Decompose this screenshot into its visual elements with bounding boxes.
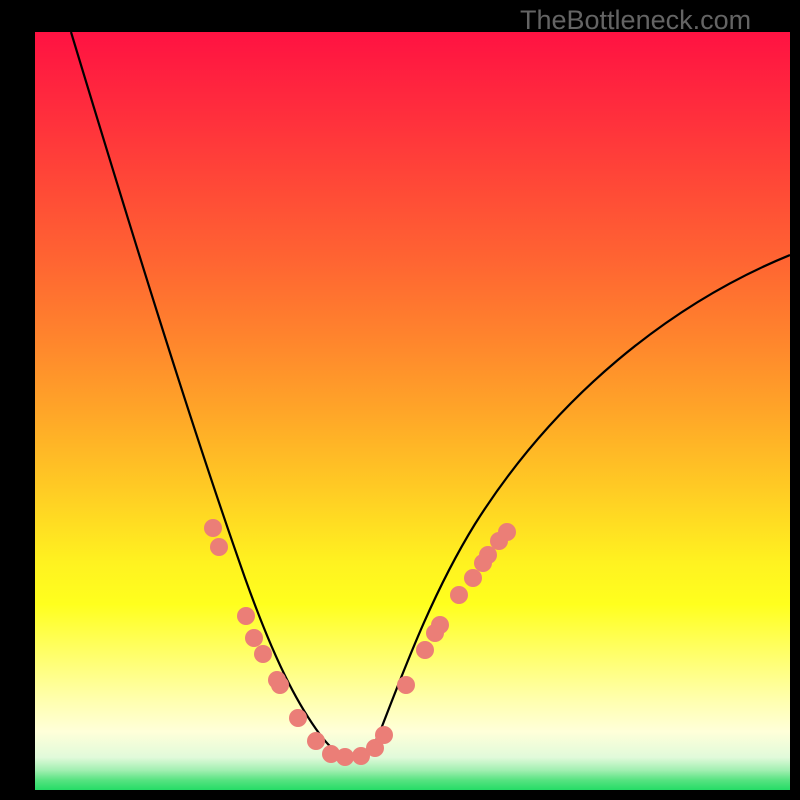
data-point (375, 726, 393, 744)
watermark-text: TheBottleneck.com (520, 5, 751, 36)
bottleneck-curve (35, 32, 790, 790)
data-point (237, 607, 255, 625)
data-point (416, 641, 434, 659)
data-point (289, 709, 307, 727)
data-point (307, 732, 325, 750)
data-point (336, 748, 354, 766)
chart-frame: TheBottleneck.com (0, 0, 800, 800)
data-point (254, 645, 272, 663)
plot-area (35, 32, 790, 790)
